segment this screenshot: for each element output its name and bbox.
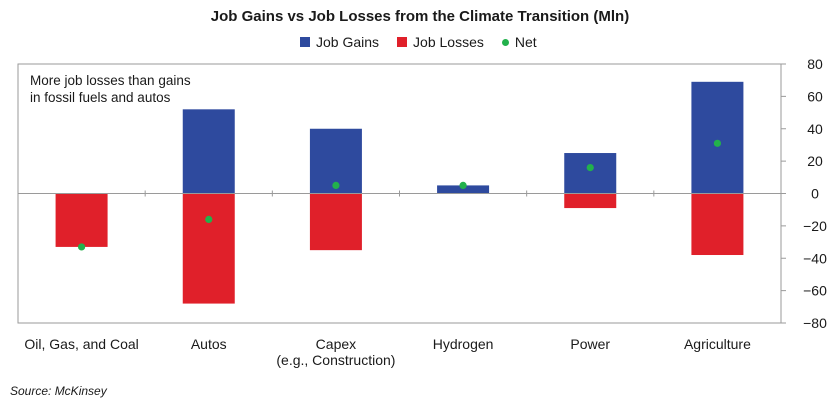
bar-job-gains — [691, 81, 744, 194]
net-dot — [332, 181, 340, 190]
legend-label-net: Net — [514, 34, 537, 50]
net-dot — [713, 139, 722, 147]
bar-job-losses — [55, 193, 108, 247]
bar-job-losses — [309, 193, 362, 251]
legend-label-job-losses: Job Losses — [413, 34, 484, 50]
category-label: Autos — [191, 336, 227, 352]
bar-job-losses — [691, 193, 744, 256]
legend-swatch-job-gains — [300, 37, 310, 47]
net-dot — [459, 181, 467, 190]
bar-job-gains — [564, 153, 617, 194]
category-label: (e.g., Construction) — [276, 352, 395, 368]
legend-label-job-gains: Job Gains — [316, 34, 380, 50]
legend-item-net: Net — [501, 34, 537, 50]
y-tick-label: 40 — [807, 121, 823, 137]
y-tick-label: −60 — [803, 283, 827, 299]
y-tick-label: 20 — [807, 153, 823, 169]
legend-item-job-gains: Job Gains — [300, 34, 379, 50]
y-tick-label: −40 — [803, 250, 827, 266]
category-label: Power — [570, 336, 610, 352]
y-tick-label: 60 — [807, 88, 823, 104]
net-dot — [205, 215, 213, 223]
legend-swatch-job-losses — [397, 37, 408, 47]
y-tick-label: −20 — [803, 218, 827, 234]
y-tick-label: −80 — [803, 315, 827, 331]
bar-job-losses — [564, 193, 617, 209]
y-tick-label: 80 — [807, 56, 823, 72]
net-dot — [77, 243, 86, 251]
bar-job-gains — [437, 185, 490, 194]
category-label: Hydrogen — [433, 336, 494, 352]
y-tick-label: 0 — [811, 186, 819, 202]
chart-annotation: More job losses than gains in fossil fue… — [30, 73, 191, 105]
category-label: Agriculture — [684, 336, 751, 352]
legend-dot-net — [501, 38, 509, 46]
net-dot — [586, 164, 594, 172]
legend-item-job-losses: Job Losses — [397, 34, 484, 50]
source-note: Source: McKinsey — [10, 384, 107, 398]
chart-title: Job Gains vs Job Losses from the Climate… — [210, 8, 630, 25]
category-label: Capex — [316, 336, 356, 352]
category-label: Oil, Gas, and Coal — [24, 336, 138, 352]
bar-job-gains — [182, 109, 235, 194]
bar-job-losses — [182, 193, 235, 304]
legend: Job Gains Job Losses Net — [300, 34, 537, 50]
